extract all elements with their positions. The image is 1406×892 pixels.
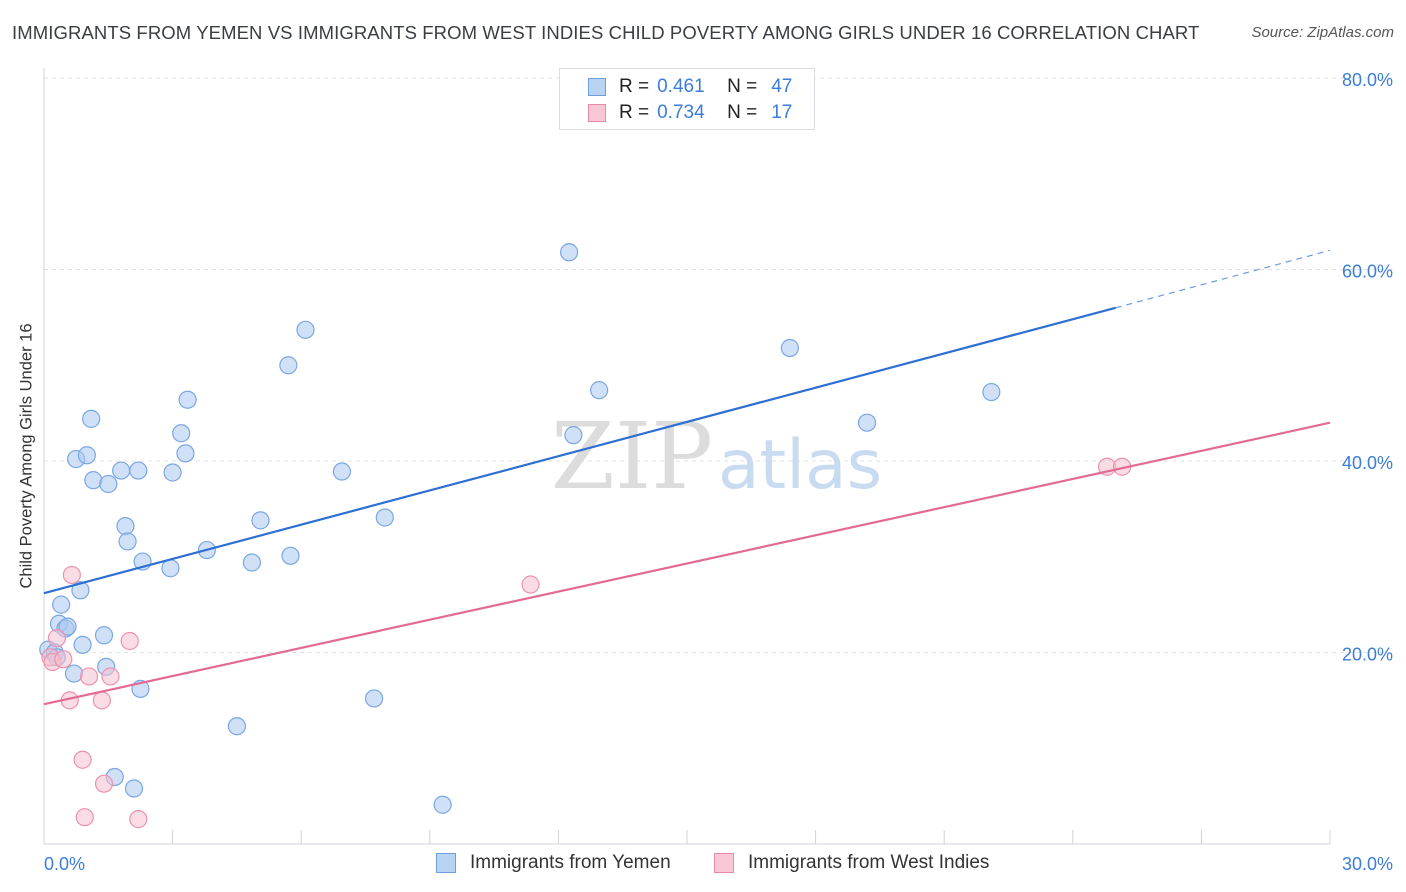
legend-swatch-yemen	[588, 78, 606, 96]
legend-r-label: R =	[619, 102, 650, 123]
legend-n-label: N =	[727, 76, 758, 97]
west-indies-point	[62, 565, 81, 585]
series-legend: Immigrants from Yemen Immigrants from We…	[0, 852, 1406, 878]
yemen-point	[780, 338, 799, 358]
y-tick-label: 40.0%	[1342, 453, 1393, 473]
legend-row-yemen: R = 0.461 N = 47	[588, 75, 792, 99]
legend-row-west-indies: R = 0.734 N = 17	[588, 101, 792, 125]
yemen-point	[364, 689, 384, 708]
yemen-point	[94, 626, 114, 645]
yemen-point	[71, 581, 90, 600]
y-tick-label: 60.0%	[1342, 262, 1393, 282]
yemen-point	[124, 779, 144, 798]
data-points	[39, 243, 1132, 829]
yemen-point	[281, 546, 300, 565]
yemen-point	[279, 356, 298, 375]
yemen-point	[375, 508, 394, 527]
series-label-west-indies: Immigrants from West Indies	[748, 852, 990, 873]
west-indies-point	[47, 629, 66, 648]
tick-labels: 20.0% 40.0% 60.0% 80.0% 0.0% 30.0%	[44, 70, 1393, 874]
axes	[43, 68, 1331, 845]
yemen-point	[251, 511, 270, 530]
correlation-legend: R = 0.461 N = 47 R = 0.734 N = 17	[559, 68, 815, 130]
yemen-point	[982, 382, 1001, 402]
x-tick-label: 30.0%	[1342, 854, 1393, 874]
yemen-point	[433, 795, 452, 814]
yemen-point	[564, 426, 583, 445]
series-legend-yemen[interactable]: Immigrants from Yemen	[436, 852, 671, 874]
legend-n-value: 17	[771, 102, 793, 123]
west-indies-point	[521, 575, 540, 594]
yemen-point	[77, 446, 96, 465]
yemen-point	[227, 717, 246, 736]
chart-title: IMMIGRANTS FROM YEMEN VS IMMIGRANTS FROM…	[12, 22, 1200, 43]
legend-n-value: 47	[771, 76, 793, 97]
yemen-point	[99, 474, 118, 494]
yemen-point	[129, 461, 148, 480]
legend-r-value: 0.734	[657, 102, 705, 123]
yemen-point	[84, 471, 103, 490]
yemen-point	[560, 243, 579, 262]
watermark-zip: ZIP	[551, 403, 713, 510]
legend-r-label: R =	[619, 76, 650, 97]
yemen-point	[857, 413, 877, 432]
yemen-point	[172, 424, 191, 443]
x-tick-label: 0.0%	[44, 854, 85, 874]
series-legend-west-indies[interactable]: Immigrants from West Indies	[714, 852, 989, 874]
yemen-point	[332, 462, 352, 481]
yemen-point	[73, 635, 92, 654]
west-indies-point	[79, 667, 99, 686]
yemen-point	[163, 463, 182, 482]
west-indies-point	[101, 667, 120, 686]
yemen-trend-extension	[1115, 249, 1331, 309]
yemen-trend-line	[43, 306, 1116, 595]
trend-lines	[43, 249, 1331, 706]
series-swatch-west-indies	[714, 853, 734, 873]
yemen-point	[116, 517, 135, 536]
series-swatch-yemen	[436, 853, 456, 873]
yemen-point	[64, 664, 84, 683]
yemen-point	[296, 320, 315, 339]
y-tick-label: 20.0%	[1342, 645, 1393, 665]
west-indies-point	[73, 750, 92, 769]
watermark-atlas: atlas	[718, 426, 882, 505]
legend-swatch-west-indies	[588, 104, 606, 122]
yemen-point	[118, 532, 137, 551]
yemen-point	[590, 381, 609, 400]
legend-n-label: N =	[727, 102, 758, 123]
yemen-point	[178, 390, 197, 409]
yemen-point	[82, 409, 101, 428]
west-indies-point	[129, 810, 148, 829]
yemen-point	[242, 553, 262, 572]
yemen-point	[176, 444, 195, 463]
west-indies-trend-line	[43, 421, 1331, 706]
west-indies-point	[94, 774, 114, 793]
watermark: ZIP atlas	[551, 403, 882, 510]
legend-r-value: 0.461	[657, 76, 705, 97]
y-tick-label: 80.0%	[1342, 70, 1393, 90]
yemen-point	[52, 595, 71, 614]
yemen-point	[161, 559, 180, 578]
west-indies-point	[54, 650, 73, 669]
west-indies-point	[92, 691, 111, 710]
grid-lines	[44, 77, 1392, 653]
source-label: Source: ZipAtlas.com	[1251, 24, 1394, 41]
yemen-point	[58, 617, 77, 636]
yemen-point	[112, 461, 131, 480]
west-indies-point	[120, 631, 139, 651]
series-label-yemen: Immigrants from Yemen	[470, 852, 671, 873]
west-indies-point	[75, 808, 94, 827]
